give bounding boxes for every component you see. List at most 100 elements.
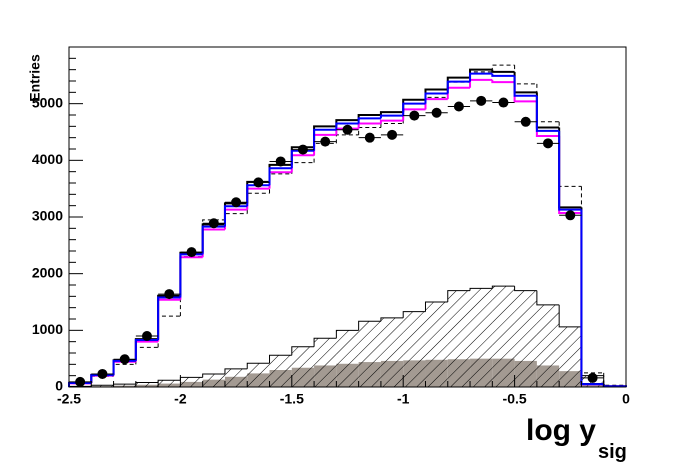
hist-step: [246, 192, 270, 214]
hist-bar-hatched: [202, 373, 225, 387]
hist-bar-hatched: [291, 346, 315, 387]
y-tick-label: 1000: [32, 321, 63, 337]
hist-outline: [491, 285, 515, 289]
hist-step: [357, 117, 381, 124]
data-point: [141, 331, 152, 341]
data-point: [387, 129, 398, 140]
hist-bar-hatched: [224, 368, 248, 387]
data-point: [431, 107, 442, 118]
hist-step: [513, 75, 537, 97]
data-point: [75, 376, 86, 387]
hist-step: [134, 338, 159, 361]
data-point: [208, 218, 219, 229]
hist-outline: [202, 373, 225, 378]
hist-outline: [269, 354, 292, 364]
hist-outline: [558, 304, 582, 328]
hist-bar-hatched: [425, 302, 448, 387]
hist-bar-hatched: [269, 355, 292, 387]
y-tick-label: 2000: [32, 264, 63, 280]
hist-bar-hatched: [113, 384, 136, 387]
hist-step: [558, 130, 582, 211]
hist-bar-hatched: [247, 363, 270, 387]
data-point: [119, 354, 130, 365]
data-point: [453, 101, 464, 112]
hist-bar-hatched: [158, 380, 181, 387]
hist-outline: [447, 290, 471, 302]
hist-step: [446, 80, 471, 94]
hist-bar-hatched: [536, 304, 560, 387]
hist-outline: [358, 320, 381, 331]
hist-outline: [424, 301, 448, 312]
data-point: [297, 144, 308, 155]
hist-bar-hatched: [492, 286, 515, 387]
hist-bar-hatched: [380, 317, 404, 387]
hist-step: [335, 122, 359, 130]
hist-step: [157, 296, 181, 340]
hist-step: [202, 219, 225, 257]
hist-step: [424, 92, 448, 104]
hist-bar-hatched: [336, 330, 359, 387]
hist-step: [402, 102, 426, 116]
data-point: [231, 197, 242, 208]
data-point: [164, 289, 175, 300]
data-point: [498, 97, 509, 108]
y-tick-label: 5000: [32, 94, 63, 110]
hist-step: [379, 111, 404, 115]
hist-bar-hatched: [514, 290, 537, 387]
hist-bar-hatched: [470, 288, 493, 387]
x-tick-label: -2.5: [57, 391, 81, 407]
hist-bar-hatched: [358, 321, 381, 387]
hist-step: [491, 79, 515, 84]
data-point: [342, 124, 353, 135]
y-axis-label: Entries: [27, 54, 43, 102]
hist-bar-hatched: [447, 290, 471, 387]
data-point: [275, 156, 286, 167]
hist-outline: [313, 337, 337, 347]
data-point: [97, 368, 108, 379]
hist-step: [313, 128, 337, 151]
x-tick-label: -0.5: [503, 391, 527, 407]
hist-step: [491, 73, 515, 77]
hist-step: [535, 95, 560, 132]
hist-bar-hatched: [180, 377, 203, 387]
hist-outline: [224, 368, 248, 374]
hist-bar-hatched: [91, 385, 114, 387]
hist-outline: [291, 346, 315, 356]
data-point: [520, 116, 531, 127]
hist-step: [268, 167, 292, 186]
x-tick-label: -2: [174, 391, 187, 407]
data-point: [409, 110, 420, 121]
hist-outline: [469, 287, 493, 291]
hist-outline: [514, 286, 537, 292]
x-tick-label: -1: [397, 391, 410, 407]
hist-outline: [380, 317, 404, 322]
hist-step: [469, 72, 493, 82]
x-axis-label: log y: [526, 414, 596, 447]
data-point: [364, 132, 375, 143]
y-tick-label: 3000: [32, 208, 63, 224]
hist-outline: [335, 329, 359, 339]
hist-outline: [246, 362, 270, 369]
hist-step: [379, 114, 404, 119]
data-point: [253, 177, 264, 188]
data-point: [476, 95, 487, 106]
hist-outline: [402, 311, 426, 318]
hist-step: [379, 119, 404, 124]
x-tick-label: -1.5: [280, 391, 304, 407]
hist-bar-hatched: [403, 311, 426, 387]
data-point: [587, 372, 598, 383]
data-point: [543, 138, 554, 149]
hist-step: [223, 205, 248, 227]
hist-step: [201, 225, 225, 255]
hist-bar-hatched: [559, 326, 582, 387]
y-tick-label: 4000: [32, 151, 63, 167]
hist-bar-hatched: [314, 338, 337, 387]
hist-bar-hatched: [135, 382, 159, 387]
x-tick-label: 0: [622, 391, 630, 407]
x-axis-label-sub: sig: [598, 441, 627, 463]
hist-outline: [536, 290, 560, 306]
data-point: [565, 210, 576, 221]
hist-step: [491, 69, 515, 73]
